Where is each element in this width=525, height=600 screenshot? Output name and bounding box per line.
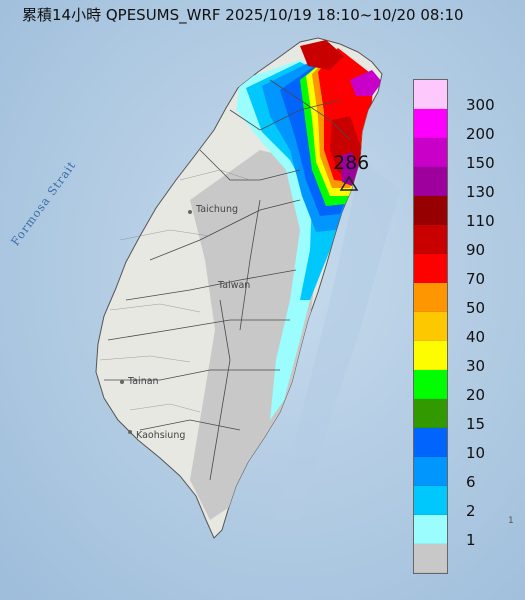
legend-swatch: [414, 312, 447, 341]
legend-label: 15: [466, 415, 486, 433]
legend-label: 2: [466, 502, 476, 520]
legend-label: 70: [466, 270, 486, 288]
legend-label: 200: [466, 125, 495, 143]
legend-label: 50: [466, 299, 486, 317]
legend-label: 150: [466, 154, 495, 172]
legend-swatch: [414, 544, 447, 573]
max-rainfall-marker: [339, 175, 359, 191]
city-label-tainan: Tainan: [128, 376, 159, 387]
legend-swatch: [414, 109, 447, 138]
legend-swatch: [414, 225, 447, 254]
legend-label: 1: [466, 531, 476, 549]
legend-label: 10: [466, 444, 486, 462]
legend-label: 20: [466, 386, 486, 404]
rivers: [99, 169, 251, 413]
legend-label: 30: [466, 357, 486, 375]
legend-swatch: [414, 167, 447, 196]
city-label-kaohsiung: Kaohsiung: [136, 430, 186, 441]
legend-swatch: [414, 399, 447, 428]
legend-label: 300: [466, 96, 495, 114]
tainan-dot: [120, 380, 124, 384]
legend-label: 40: [466, 328, 486, 346]
legend-swatch: [414, 196, 447, 225]
city-label-taiwan: Taiwan: [218, 280, 251, 291]
max-rainfall-value: 286: [333, 152, 370, 174]
legend-label: 6: [466, 473, 476, 491]
east-shelf: [276, 160, 400, 520]
legend-swatch: [414, 457, 447, 486]
rain-purple-core: [340, 152, 360, 186]
legend-label: 110: [466, 212, 495, 230]
legend-swatch: [414, 370, 447, 399]
rain-north-tip: [300, 40, 344, 70]
taichung-dot: [188, 210, 192, 214]
legend-label: 130: [466, 183, 495, 201]
legend-swatch: [414, 283, 447, 312]
legend-swatch: [414, 428, 447, 457]
legend-swatch: [414, 254, 447, 283]
edge-label: 1: [508, 516, 514, 526]
legend-swatch: [414, 341, 447, 370]
rain-northeast-tip: [350, 70, 382, 96]
legend-swatch: [414, 80, 447, 109]
legend-color-bar: [413, 79, 448, 574]
legend-swatch: [414, 138, 447, 167]
legend-label: 90: [466, 241, 486, 259]
legend-swatch: [414, 515, 447, 544]
county-boundaries: [104, 79, 351, 481]
kaohsiung-dot: [128, 430, 132, 434]
city-label-taichung: Taichung: [196, 204, 239, 215]
map-title: 累積14小時 QPESUMS_WRF 2025/10/19 18:10~10/2…: [22, 6, 464, 24]
rain-grey-area: [190, 150, 320, 520]
legend-swatch: [414, 486, 447, 515]
